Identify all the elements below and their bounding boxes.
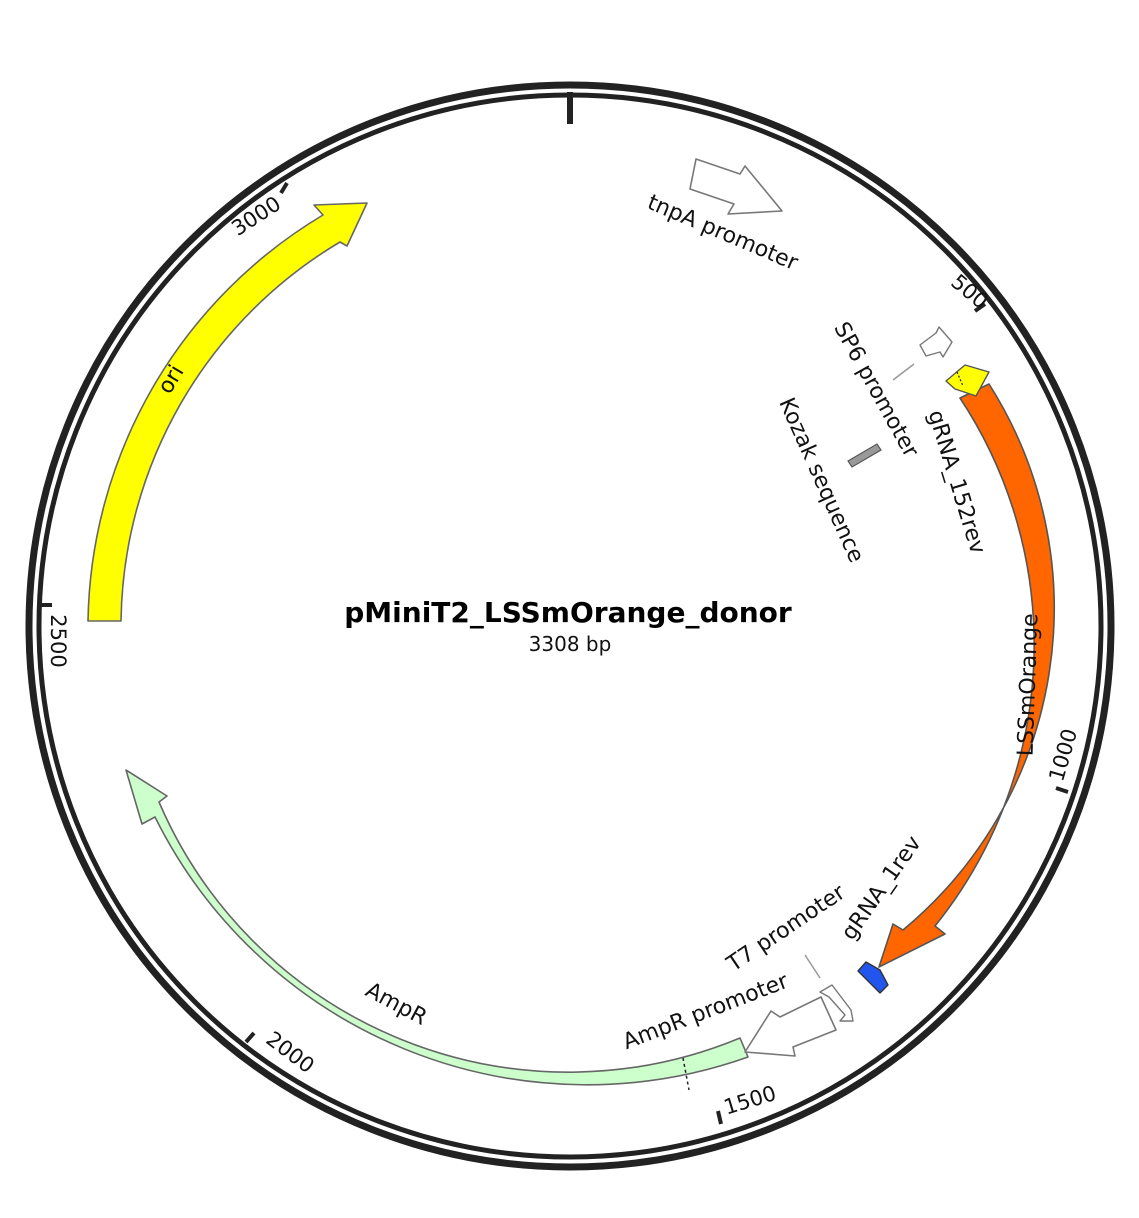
feature-lssmorange[interactable]: LSSmOrange — [878, 383, 1056, 968]
feature-leader-line — [804, 954, 821, 979]
feature-arrow — [125, 769, 749, 1086]
feature-leader-line — [892, 363, 915, 381]
feature-ori[interactable]: ori — [87, 202, 368, 622]
plasmid-length: 3308 bp — [529, 632, 612, 656]
tick-label: 2500 — [46, 614, 70, 667]
feature-block — [847, 443, 882, 468]
tick-2500: 2500 — [39, 603, 70, 668]
feature-gRNA-1rev[interactable]: gRNA_1rev — [837, 832, 927, 994]
tick-mark — [973, 302, 987, 313]
feature-arrow — [857, 961, 889, 994]
feature-arrow — [689, 158, 783, 215]
feature-arrow — [878, 383, 1056, 968]
feature-label: SP6 promoter — [828, 318, 923, 462]
feature-arrow — [819, 984, 854, 1022]
feature-arrow — [744, 996, 837, 1057]
tick-label: 1500 — [721, 1081, 779, 1120]
feature-arrow — [919, 326, 953, 358]
tick-mark — [244, 1031, 256, 1044]
feature-segment-divider — [956, 371, 964, 387]
feature-label: LSSmOrange — [1014, 613, 1044, 757]
tick-mark — [1055, 786, 1069, 794]
feature-tnpA-promoter[interactable]: tnpA promoter — [644, 158, 803, 276]
feature-label: T7 promoter — [722, 880, 851, 978]
feature-arrow — [87, 202, 368, 622]
plasmid-name: pMiniT2_LSSmOrange_donor — [344, 596, 792, 629]
feature-kozak-sequence[interactable]: Kozak sequence — [773, 394, 882, 567]
feature-label: Kozak sequence — [773, 394, 868, 566]
tick-label: 1000 — [1044, 726, 1082, 784]
feature-label: AmpR — [361, 978, 431, 1031]
feature-label: tnpA promoter — [644, 190, 803, 276]
backbone-outer-ring — [25, 81, 1115, 1171]
tick-mark — [716, 1110, 723, 1125]
tick-label: 2000 — [262, 1027, 319, 1078]
tick-mark — [279, 181, 289, 195]
